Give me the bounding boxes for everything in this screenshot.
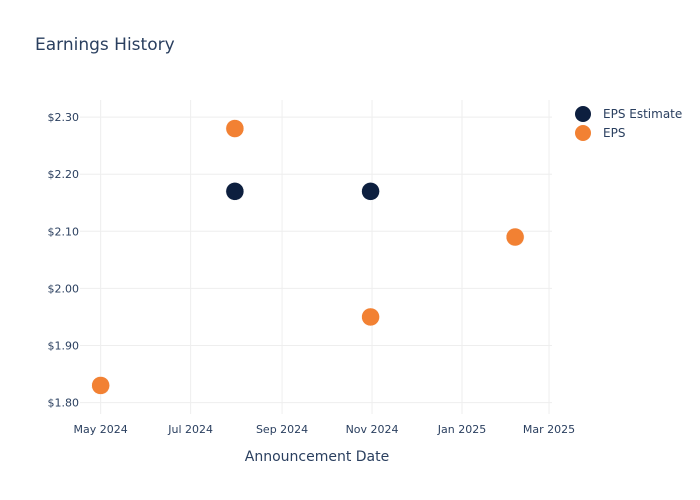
legend-label-eps-estimate: EPS Estimate [603, 107, 682, 121]
legend-marker-eps-estimate [575, 106, 591, 122]
eps-estimate-point [361, 182, 380, 201]
y-axis-ticks: $1.80 $1.90 $2.00 $2.10 $2.20 $2.30 [48, 111, 80, 409]
x-tick-label: Mar 2025 [523, 423, 575, 436]
data-points [91, 119, 525, 395]
y-tick-label: $1.80 [48, 397, 80, 410]
y-tick-label: $1.90 [48, 339, 80, 352]
x-axis-title: Announcement Date [245, 449, 389, 465]
grid-layer [80, 100, 552, 414]
y-tick-label: $2.30 [48, 111, 80, 124]
legend-marker-eps [575, 125, 591, 141]
chart-title: Earnings History [35, 35, 175, 55]
x-tick-label: Sep 2024 [256, 423, 308, 436]
y-tick-label: $2.20 [48, 168, 80, 181]
x-tick-label: Nov 2024 [346, 423, 399, 436]
x-tick-label: Jul 2024 [167, 423, 213, 436]
legend: EPS Estimate EPS [575, 106, 682, 141]
eps-point [505, 227, 525, 247]
eps-point [225, 119, 245, 138]
eps-estimate-point [225, 182, 245, 201]
eps-point [361, 307, 380, 327]
x-tick-label: Jan 2025 [437, 423, 486, 436]
eps-point [91, 376, 110, 395]
x-axis-ticks: May 2024 Jul 2024 Sep 2024 Nov 2024 Jan 2025… [74, 423, 576, 436]
y-tick-label: $2.10 [48, 225, 80, 238]
y-tick-label: $2.00 [48, 282, 80, 295]
x-tick-label: May 2024 [74, 423, 128, 436]
legend-label-eps: EPS [603, 126, 625, 140]
